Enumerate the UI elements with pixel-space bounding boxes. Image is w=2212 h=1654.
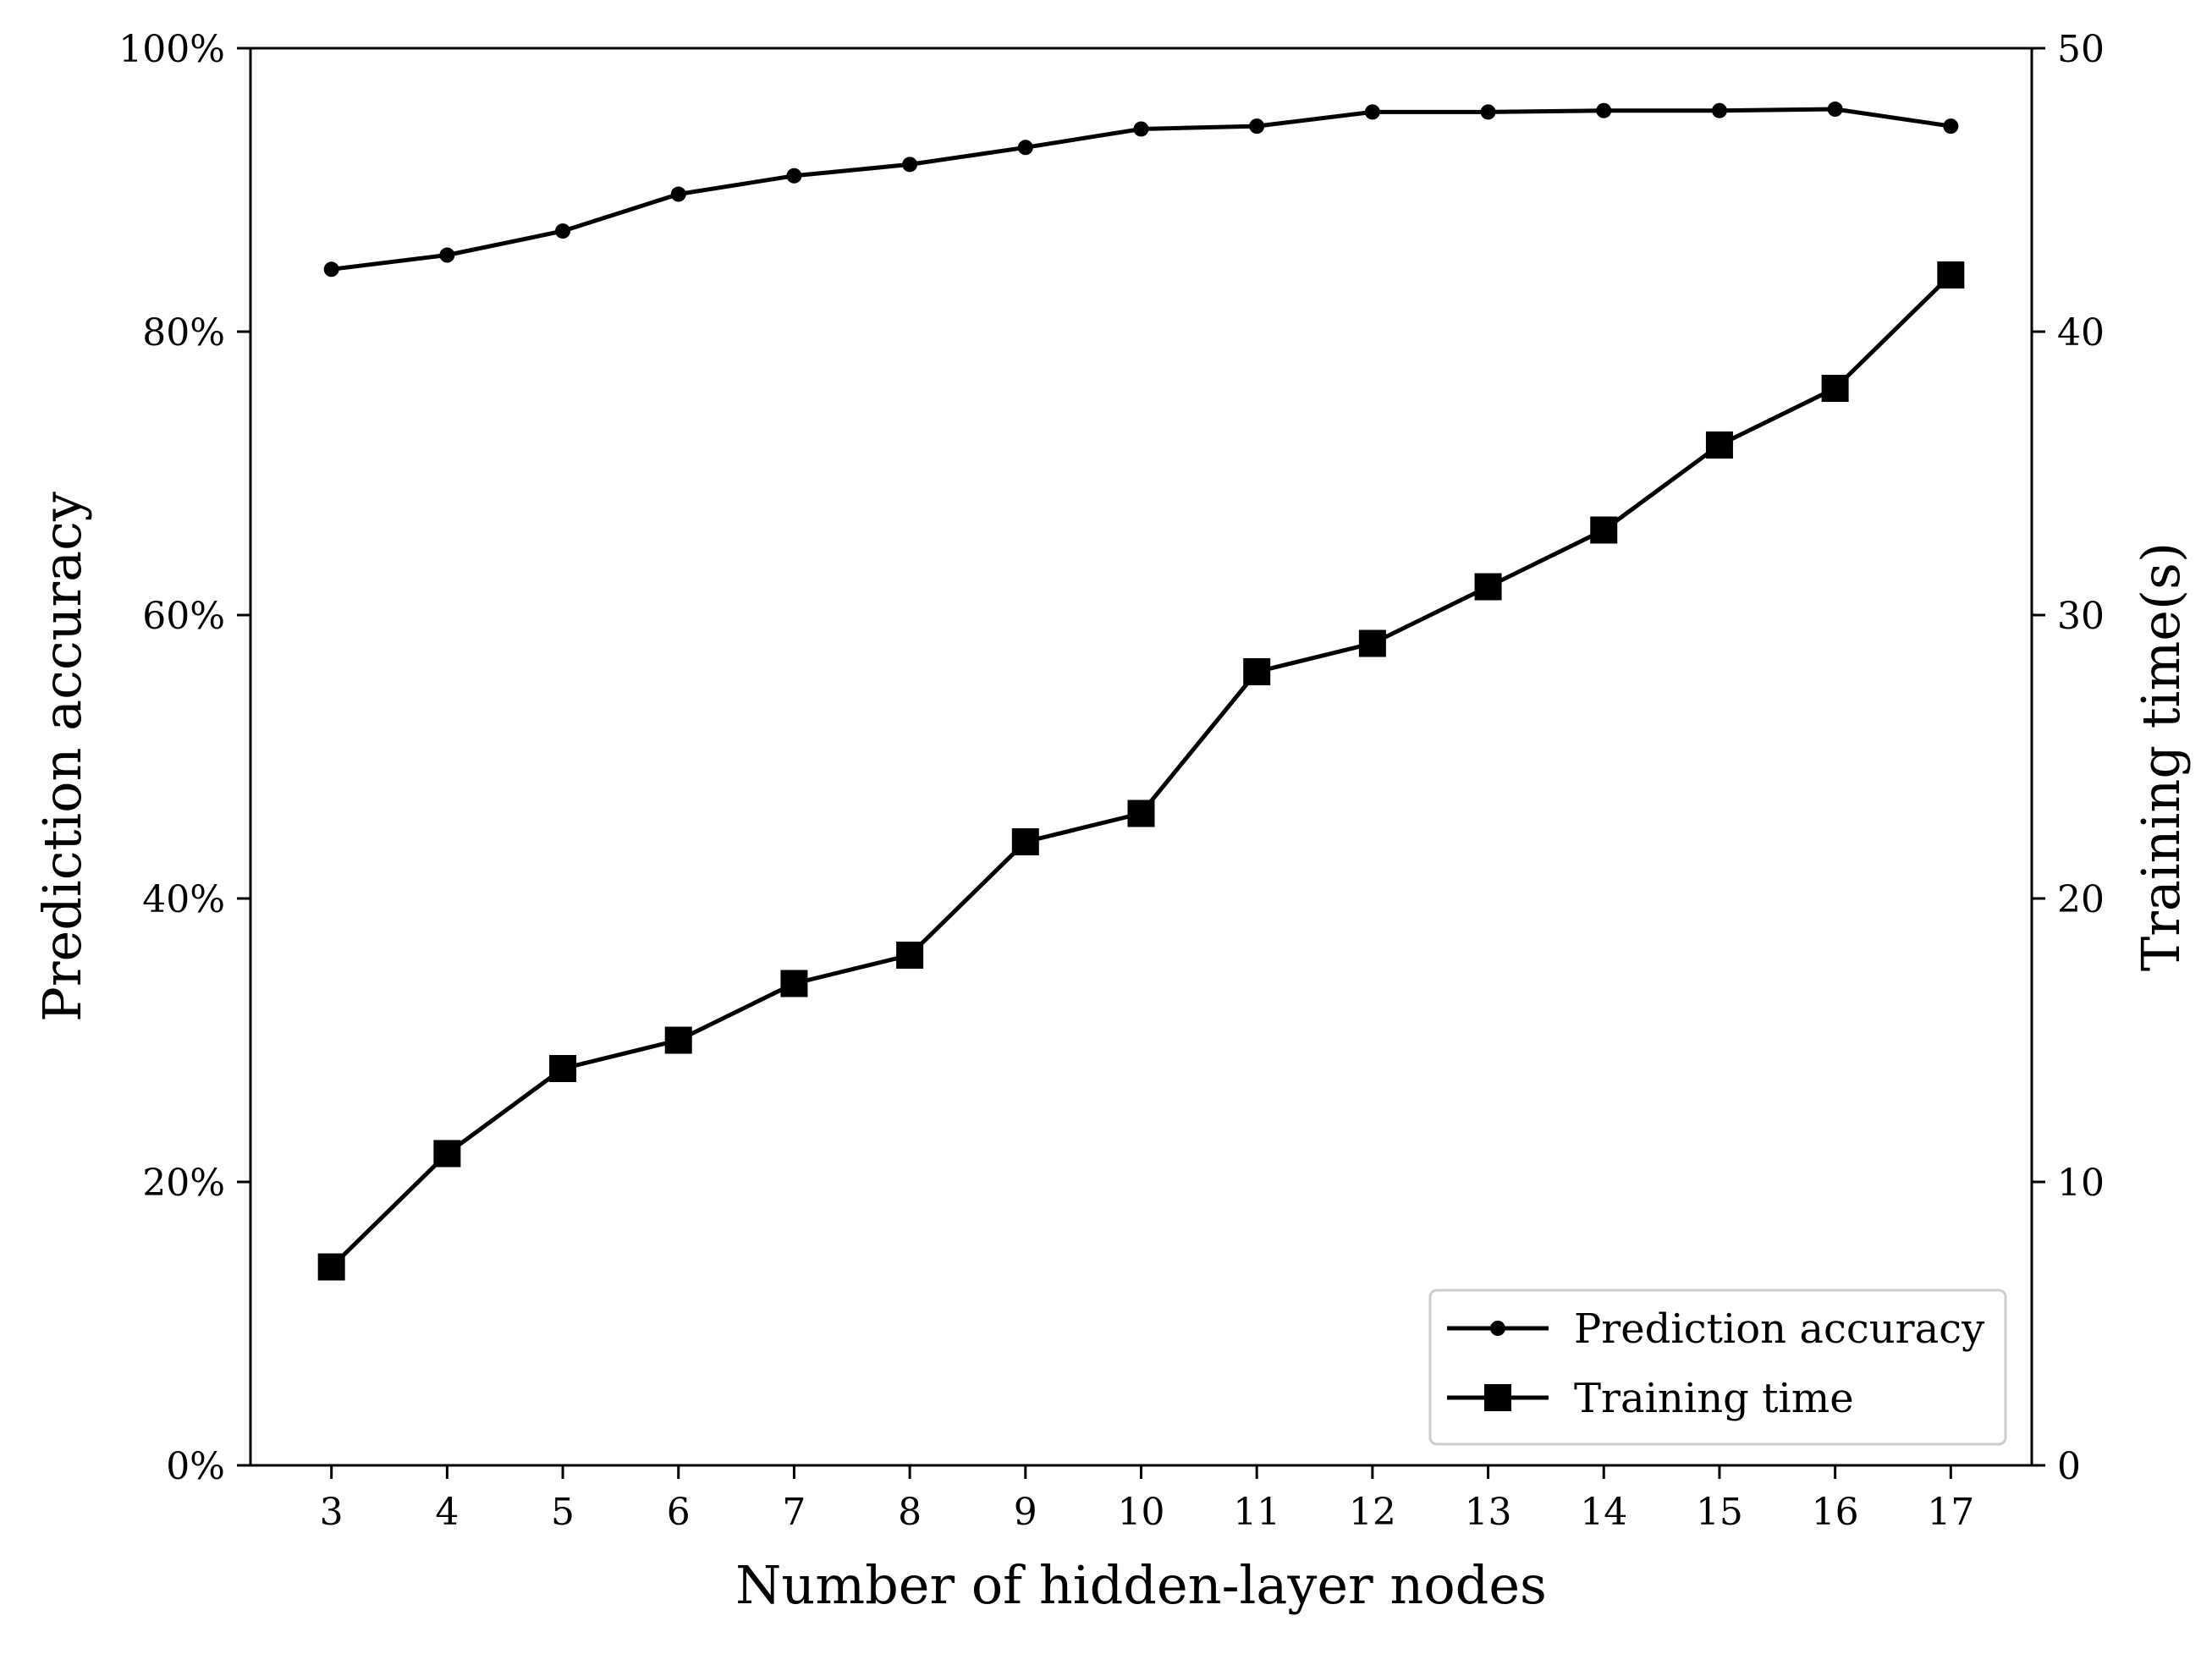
data-point-training-time [1127,800,1155,827]
data-point-training-time [664,1026,692,1054]
x-tick-label: 13 [1465,1491,1512,1534]
data-point-training-time [1937,261,1965,288]
data-point-prediction-accuracy [670,186,686,202]
data-point-training-time [1474,573,1502,601]
data-point-training-time [317,1253,345,1281]
data-point-prediction-accuracy [1133,121,1149,137]
x-tick-label: 8 [898,1491,922,1534]
y-left-tick-label: 80% [142,311,225,354]
y-right-tick-label: 50 [2057,28,2105,71]
data-point-prediction-accuracy [439,247,455,263]
x-tick-label: 9 [1014,1491,1037,1534]
y-left-tick-label: 20% [142,1162,225,1205]
data-point-prediction-accuracy [1827,102,1843,118]
data-point-training-time [1821,375,1849,402]
data-point-prediction-accuracy [786,168,802,184]
y-right-axis-title: Training time(s) [2130,542,2192,971]
x-tick-label: 12 [1349,1491,1396,1534]
data-point-prediction-accuracy [902,157,918,173]
x-tick-label: 17 [1927,1491,1974,1534]
y-left-tick-label: 60% [142,595,225,638]
x-axis-title: Number of hidden-layer nodes [735,1554,1547,1616]
legend-label-prediction-accuracy: Prediction accuracy [1574,1305,1984,1353]
y-left-tick-label: 40% [142,878,225,921]
data-point-training-time [1358,629,1386,657]
x-tick-label: 4 [435,1491,459,1534]
data-point-training-time [1705,431,1733,459]
axes-layer: 3 4 5 6 7 8 9 10 11 12 13 14 15 16 170%20%40%60%80%100… [118,28,2105,1534]
data-point-training-time [1011,828,1039,855]
data-point-prediction-accuracy [1364,104,1380,120]
legend-label-training-time: Training time [1574,1375,1854,1422]
y-right-tick-label: 30 [2057,595,2105,638]
x-tick-label: 5 [551,1491,575,1534]
x-tick-label: 11 [1233,1491,1280,1534]
y-right-tick-label: 0 [2057,1445,2081,1488]
data-point-prediction-accuracy [1596,102,1612,118]
data-point-training-time [1243,658,1271,685]
x-tick-label: 15 [1696,1491,1743,1534]
legend-box [1428,1289,2007,1446]
legend-swatch-prediction-accuracy-marker [1490,1321,1505,1336]
x-tick-label: 6 [667,1491,691,1534]
x-tick-label: 3 [320,1491,344,1534]
data-point-prediction-accuracy [555,223,571,239]
data-point-training-time [1590,516,1618,544]
data-point-prediction-accuracy [323,261,339,277]
data-point-prediction-accuracy [1943,118,1959,135]
data-point-prediction-accuracy [1249,118,1265,135]
y-right-tick-label: 20 [2057,878,2105,921]
x-tick-label: 16 [1812,1491,1859,1534]
y-right-tick-label: 10 [2057,1162,2105,1205]
y-left-axis-title: Prediction accuracy [31,492,93,1022]
data-point-prediction-accuracy [1711,102,1727,118]
data-point-prediction-accuracy [1480,104,1496,120]
data-point-training-time [780,970,808,997]
legend: Prediction accuracy Training time [1428,1289,2007,1446]
y-left-tick-label: 100% [118,28,225,71]
y-right-tick-label: 40 [2057,311,2105,354]
series-layer [317,102,1965,1281]
x-tick-label: 10 [1118,1491,1165,1534]
data-point-training-time [896,942,924,969]
y-left-tick-label: 0% [166,1445,225,1488]
x-tick-label: 14 [1580,1491,1627,1534]
data-point-training-time [433,1140,461,1168]
x-tick-label: 7 [782,1491,806,1534]
legend-swatch-training-time-marker [1484,1384,1511,1411]
data-point-prediction-accuracy [1017,140,1033,156]
plot-frame [249,47,2033,1467]
data-point-training-time [549,1055,577,1082]
